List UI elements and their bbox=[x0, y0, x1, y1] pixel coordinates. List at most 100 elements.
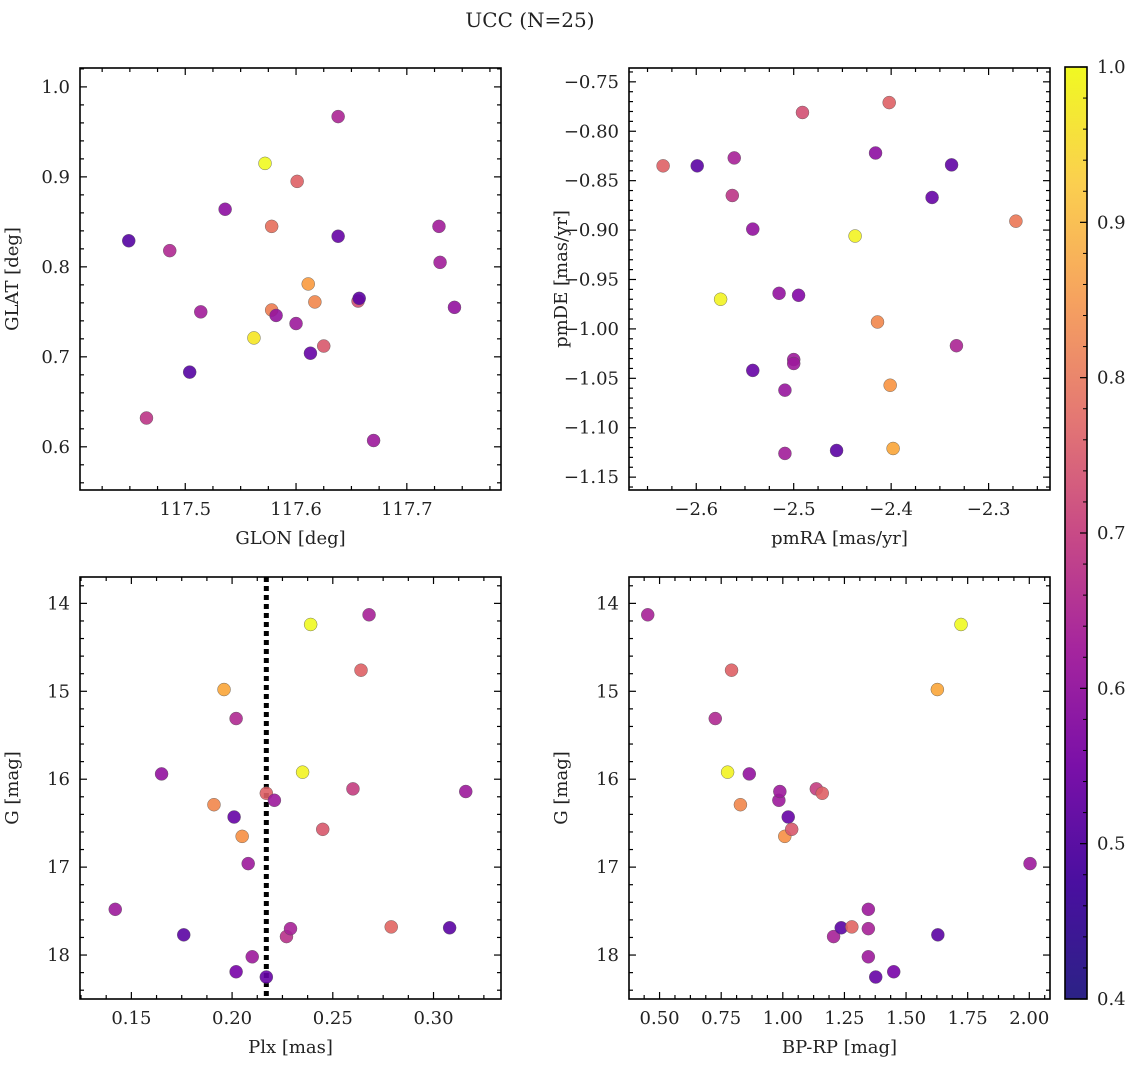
scatter-point bbox=[742, 767, 756, 781]
x-tick-label: 117.7 bbox=[381, 499, 433, 520]
scatter-point bbox=[227, 810, 241, 824]
scatter-point bbox=[845, 920, 859, 934]
scatter-point bbox=[241, 856, 255, 871]
scatter-point bbox=[746, 222, 760, 236]
colorbar-tick-label: 0.6 bbox=[1097, 678, 1126, 699]
x-axis-label: BP-RP [mag] bbox=[782, 1037, 897, 1058]
colorbar: 0.4 0.5 0.6 0.7 0.8 0.9 1.0 bbox=[1064, 57, 1126, 1010]
y-tick-label: −1.10 bbox=[564, 418, 619, 439]
scatter-point bbox=[781, 810, 795, 824]
y-tick-label: 14 bbox=[596, 593, 619, 614]
y-tick-label: 18 bbox=[596, 945, 619, 966]
scatter-point bbox=[295, 765, 310, 779]
scatter-point bbox=[447, 300, 462, 315]
scatter-point bbox=[727, 151, 741, 165]
scatter-point bbox=[264, 219, 279, 234]
y-tick-label: 15 bbox=[47, 681, 70, 702]
scatter-point bbox=[283, 921, 298, 936]
x-tick-label: 0.50 bbox=[640, 1008, 680, 1029]
y-tick-label: −1.05 bbox=[564, 368, 619, 389]
y-tick-label: 0.6 bbox=[41, 437, 70, 458]
scatter-point bbox=[258, 156, 272, 171]
scatter-point bbox=[746, 363, 760, 378]
scatter-point bbox=[235, 829, 249, 844]
points-bprp-g bbox=[641, 608, 1037, 984]
y-tick-label: 17 bbox=[47, 857, 70, 878]
panel-plx-g: 0.15 0.20 0.25 0.30 14 15 16 17 18 Plx [mas] G [ma… bbox=[2, 576, 502, 1058]
x-axis-label: Plx [mas] bbox=[248, 1037, 333, 1058]
axes-frame bbox=[79, 67, 502, 491]
y-tick-label: −1.00 bbox=[564, 319, 619, 340]
scatter-point bbox=[949, 339, 964, 353]
x-tick-label: 2.00 bbox=[1009, 1008, 1049, 1029]
figure-title: UCC (N=25) bbox=[465, 8, 594, 32]
y-tick-label: 18 bbox=[47, 945, 70, 966]
scatter-point bbox=[331, 229, 345, 243]
x-tick-label: 0.75 bbox=[701, 1008, 741, 1029]
scatter-point bbox=[784, 822, 799, 837]
y-tick-label: −1.15 bbox=[564, 467, 619, 488]
scatter-point bbox=[194, 305, 208, 319]
scatter-point bbox=[331, 109, 345, 124]
y-tick-label: −0.95 bbox=[564, 269, 619, 290]
scatter-point bbox=[868, 146, 883, 160]
panel-glon-glat: 117.5 117.6 117.7 0.6 0.7 0.8 0.9 1.0 GLON [deg]… bbox=[2, 67, 502, 549]
y-tick-label: 0.8 bbox=[41, 257, 70, 278]
scatter-point bbox=[154, 767, 169, 781]
x-tick-label: 117.6 bbox=[270, 499, 322, 520]
scatter-point bbox=[229, 965, 243, 979]
scatter-point bbox=[656, 159, 670, 173]
scatter-point bbox=[303, 617, 318, 632]
x-tick-label: 0.25 bbox=[313, 1008, 353, 1029]
scatter-point bbox=[708, 711, 722, 726]
scatter-point bbox=[182, 365, 197, 379]
scatter-point bbox=[861, 902, 876, 917]
x-tick-label: −2.5 bbox=[772, 499, 816, 520]
scatter-point bbox=[713, 292, 728, 306]
scatter-point bbox=[108, 902, 122, 917]
colorbar-gradient bbox=[1065, 67, 1087, 999]
y-tick-label: 17 bbox=[596, 857, 619, 878]
scatter-point bbox=[269, 308, 283, 323]
scatter-point bbox=[944, 158, 959, 172]
y-tick-label: −0.85 bbox=[564, 171, 619, 192]
scatter-point bbox=[362, 608, 376, 622]
scatter-point bbox=[930, 682, 945, 697]
scatter-point bbox=[384, 920, 398, 934]
scatter-point bbox=[795, 105, 810, 120]
scatter-point bbox=[725, 188, 740, 203]
scatter-point bbox=[861, 950, 876, 964]
scatter-point bbox=[459, 784, 473, 799]
scatter-point bbox=[786, 356, 801, 371]
colorbar-tick-label: 0.9 bbox=[1097, 212, 1126, 233]
scatter-point bbox=[720, 765, 735, 779]
scatter-point bbox=[886, 441, 900, 456]
x-tick-label: 1.25 bbox=[824, 1008, 864, 1029]
scatter-point bbox=[303, 346, 318, 360]
y-tick-label: 0.7 bbox=[41, 347, 70, 368]
scatter-point bbox=[432, 219, 446, 234]
scatter-point bbox=[177, 928, 191, 942]
scatter-point bbox=[791, 288, 806, 303]
y-axis-label: G [mag] bbox=[551, 751, 572, 824]
x-tick-label: 0.20 bbox=[212, 1008, 252, 1029]
scatter-point bbox=[869, 970, 883, 984]
colorbar-tick-label: 0.8 bbox=[1097, 368, 1126, 389]
scatter-point bbox=[259, 970, 274, 984]
scatter-point bbox=[724, 663, 739, 677]
scatter-point bbox=[366, 433, 381, 448]
scatter-point bbox=[861, 921, 876, 936]
scatter-point bbox=[848, 229, 862, 243]
scatter-point bbox=[954, 617, 968, 632]
scatter-point bbox=[883, 378, 897, 392]
scatter-point bbox=[829, 443, 844, 458]
scatter-point bbox=[207, 798, 221, 812]
panel-bprp-g: 0.50 0.75 1.00 1.25 1.50 1.75 2.00 14 15 16 17 18 BP… bbox=[551, 576, 1051, 1058]
scatter-point bbox=[122, 234, 136, 248]
colorbar-tick-label: 0.4 bbox=[1097, 989, 1126, 1010]
scatter-point bbox=[289, 316, 303, 331]
scatter-point bbox=[1023, 856, 1037, 871]
x-axis-label: GLON [deg] bbox=[235, 528, 345, 549]
scatter-point bbox=[826, 929, 841, 944]
